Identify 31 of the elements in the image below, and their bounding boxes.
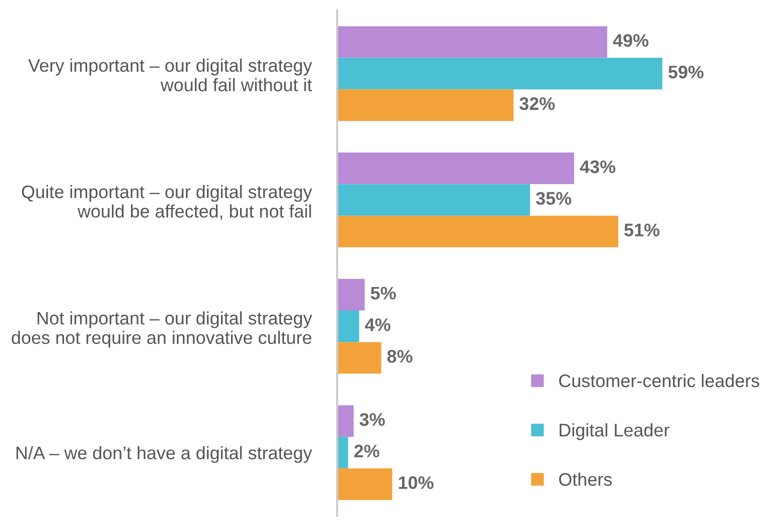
bar [337, 26, 608, 58]
y-tick-label: Not important – our digital strategy does not require an innovative culture [12, 311, 312, 348]
data-label: 32% [519, 97, 555, 110]
bar [337, 152, 574, 184]
data-label: 2% [354, 444, 380, 458]
bar [337, 405, 354, 437]
data-label: 8% [387, 350, 412, 363]
legend-label: Digital Leader [560, 423, 670, 440]
data-label: 3% [360, 413, 385, 426]
data-label: 10% [398, 476, 434, 490]
data-label: 51% [624, 224, 660, 236]
bar [337, 468, 392, 500]
legend-label: Customer-centric leaders [559, 374, 760, 388]
data-label: 35% [536, 192, 572, 205]
bar [337, 342, 382, 374]
bar [337, 216, 618, 248]
bar [337, 310, 360, 342]
bar [337, 184, 530, 216]
data-label: 49% [613, 34, 648, 47]
y-tick-label: N/A – we don’t have a digital strategy [16, 446, 312, 463]
bar [337, 436, 348, 468]
data-label: 59% [668, 66, 704, 78]
legend-label: Others [559, 472, 612, 486]
data-label: 4% [365, 318, 390, 332]
y-tick-label: Very important – our digital strategy would fail without it [28, 58, 312, 92]
data-label: 43% [580, 160, 616, 174]
bar [337, 278, 365, 310]
data-label: 5% [370, 286, 396, 300]
bar [337, 89, 514, 121]
y-tick-label: Quite important – our digital strategy would be affected, but not fail [22, 184, 312, 220]
bar [337, 58, 662, 90]
